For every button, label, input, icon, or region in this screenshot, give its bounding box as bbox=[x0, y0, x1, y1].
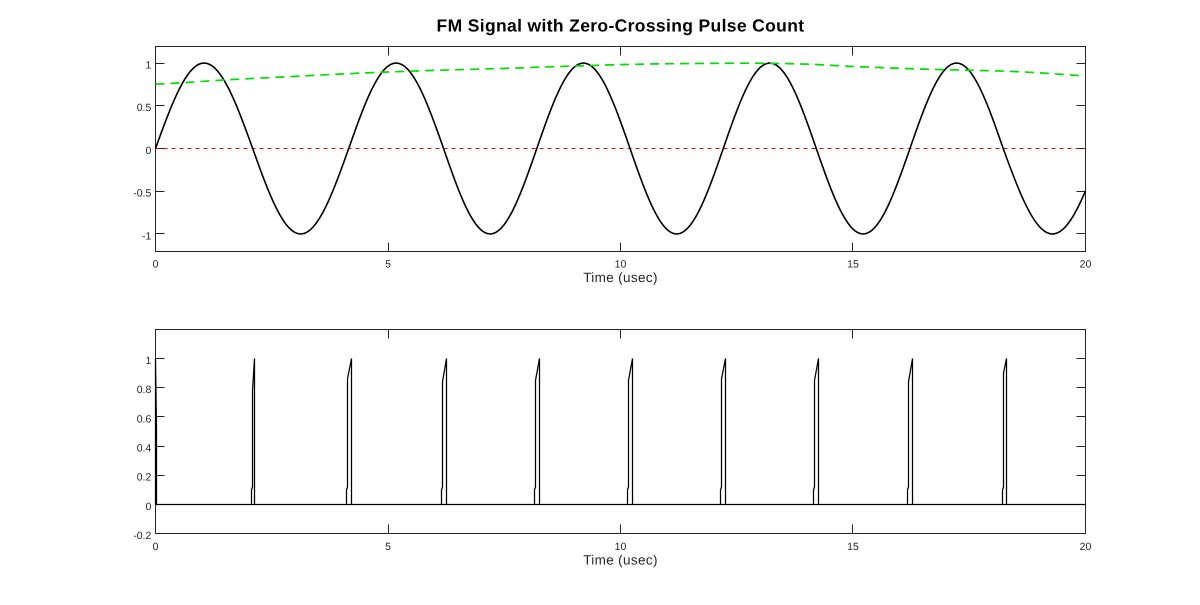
svg-text:10: 10 bbox=[615, 541, 627, 553]
svg-text:FM Signal with Zero-Crossing P: FM Signal with Zero-Crossing Pulse Count bbox=[437, 16, 805, 36]
svg-text:5: 5 bbox=[385, 541, 391, 553]
svg-text:0: 0 bbox=[145, 145, 151, 157]
svg-text:5: 5 bbox=[385, 259, 391, 271]
svg-text:0: 0 bbox=[145, 501, 151, 513]
svg-text:0.2: 0.2 bbox=[137, 472, 152, 484]
svg-text:10: 10 bbox=[615, 259, 627, 271]
svg-text:0.6: 0.6 bbox=[137, 413, 152, 425]
svg-text:15: 15 bbox=[847, 541, 859, 553]
svg-text:Time (usec): Time (usec) bbox=[583, 270, 658, 285]
svg-text:0: 0 bbox=[153, 541, 159, 553]
svg-text:-0.5: -0.5 bbox=[133, 188, 151, 200]
svg-text:20: 20 bbox=[1080, 259, 1092, 271]
svg-text:Time (usec): Time (usec) bbox=[583, 553, 658, 568]
svg-text:15: 15 bbox=[847, 259, 859, 271]
svg-text:0.4: 0.4 bbox=[137, 443, 152, 455]
svg-text:0: 0 bbox=[153, 259, 159, 271]
svg-text:1: 1 bbox=[145, 355, 151, 367]
svg-text:-0.2: -0.2 bbox=[133, 530, 151, 542]
svg-text:20: 20 bbox=[1080, 541, 1092, 553]
svg-text:0.8: 0.8 bbox=[137, 384, 152, 396]
svg-text:0.5: 0.5 bbox=[137, 102, 152, 114]
svg-text:1: 1 bbox=[145, 60, 151, 72]
svg-text:-1: -1 bbox=[142, 230, 151, 242]
